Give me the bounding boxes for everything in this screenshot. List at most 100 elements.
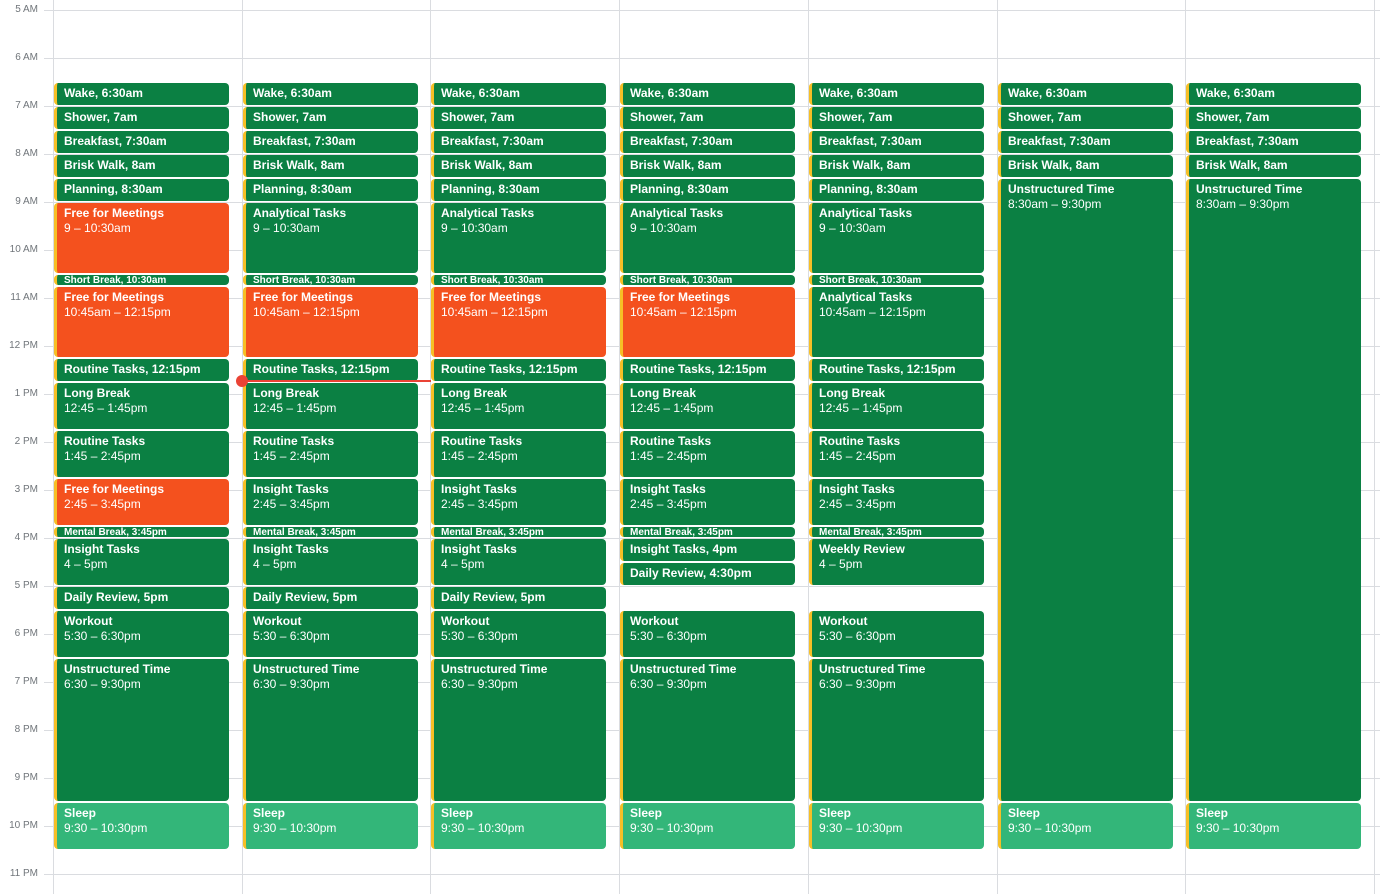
calendar-event[interactable]: Long Break 12:45 – 1:45pm	[431, 383, 606, 429]
calendar-event[interactable]: Mental Break, 3:45pm	[431, 527, 606, 537]
calendar-event[interactable]: Brisk Walk, 8am	[431, 155, 606, 177]
calendar-event[interactable]: Brisk Walk, 8am	[1186, 155, 1361, 177]
calendar-event[interactable]: Free for Meetings 9 – 10:30am	[54, 203, 229, 273]
calendar-event[interactable]: Routine Tasks 1:45 – 2:45pm	[431, 431, 606, 477]
calendar-event[interactable]: Insight Tasks 4 – 5pm	[431, 539, 606, 585]
calendar-event[interactable]: Brisk Walk, 8am	[620, 155, 795, 177]
calendar-event[interactable]: Routine Tasks, 12:15pm	[54, 359, 229, 381]
calendar-event[interactable]: Free for Meetings 10:45am – 12:15pm	[620, 287, 795, 357]
calendar-event[interactable]: Breakfast, 7:30am	[1186, 131, 1361, 153]
calendar-event[interactable]: Long Break 12:45 – 1:45pm	[620, 383, 795, 429]
calendar-event[interactable]: Wake, 6:30am	[1186, 83, 1361, 105]
calendar-event[interactable]: Mental Break, 3:45pm	[620, 527, 795, 537]
calendar-event[interactable]: Workout 5:30 – 6:30pm	[809, 611, 984, 657]
calendar-event[interactable]: Routine Tasks 1:45 – 2:45pm	[243, 431, 418, 477]
calendar-event[interactable]: Unstructured Time 8:30am – 9:30pm	[1186, 179, 1361, 801]
calendar-event[interactable]: Analytical Tasks 9 – 10:30am	[431, 203, 606, 273]
calendar-event[interactable]: Breakfast, 7:30am	[809, 131, 984, 153]
calendar-event[interactable]: Mental Break, 3:45pm	[809, 527, 984, 537]
calendar-event[interactable]: Insight Tasks 4 – 5pm	[243, 539, 418, 585]
calendar-event[interactable]: Daily Review, 5pm	[243, 587, 418, 609]
calendar-event[interactable]: Unstructured Time 6:30 – 9:30pm	[243, 659, 418, 801]
calendar-event[interactable]: Short Break, 10:30am	[431, 275, 606, 285]
calendar-event[interactable]: Brisk Walk, 8am	[998, 155, 1173, 177]
calendar-event[interactable]: Planning, 8:30am	[431, 179, 606, 201]
calendar-event[interactable]: Mental Break, 3:45pm	[243, 527, 418, 537]
calendar-event[interactable]: Insight Tasks 2:45 – 3:45pm	[809, 479, 984, 525]
calendar-event[interactable]: Shower, 7am	[243, 107, 418, 129]
calendar-event[interactable]: Unstructured Time 6:30 – 9:30pm	[431, 659, 606, 801]
calendar-event[interactable]: Shower, 7am	[54, 107, 229, 129]
calendar-event[interactable]: Sleep 9:30 – 10:30pm	[54, 803, 229, 849]
calendar-event[interactable]: Routine Tasks, 12:15pm	[809, 359, 984, 381]
calendar-event[interactable]: Wake, 6:30am	[54, 83, 229, 105]
calendar-event[interactable]: Brisk Walk, 8am	[243, 155, 418, 177]
calendar-event[interactable]: Breakfast, 7:30am	[54, 131, 229, 153]
calendar-event[interactable]: Long Break 12:45 – 1:45pm	[243, 383, 418, 429]
calendar-event[interactable]: Analytical Tasks 10:45am – 12:15pm	[809, 287, 984, 357]
calendar-event[interactable]: Brisk Walk, 8am	[809, 155, 984, 177]
calendar-event[interactable]: Analytical Tasks 9 – 10:30am	[243, 203, 418, 273]
calendar-event[interactable]: Shower, 7am	[998, 107, 1173, 129]
calendar-event[interactable]: Daily Review, 5pm	[431, 587, 606, 609]
calendar-event[interactable]: Workout 5:30 – 6:30pm	[431, 611, 606, 657]
calendar-event[interactable]: Routine Tasks 1:45 – 2:45pm	[54, 431, 229, 477]
calendar-event[interactable]: Sleep 9:30 – 10:30pm	[620, 803, 795, 849]
calendar-event[interactable]: Daily Review, 5pm	[54, 587, 229, 609]
calendar-event[interactable]: Routine Tasks 1:45 – 2:45pm	[620, 431, 795, 477]
calendar-event[interactable]: Unstructured Time 6:30 – 9:30pm	[54, 659, 229, 801]
calendar-event[interactable]: Free for Meetings 10:45am – 12:15pm	[431, 287, 606, 357]
calendar-event[interactable]: Mental Break, 3:45pm	[54, 527, 229, 537]
calendar-event[interactable]: Planning, 8:30am	[809, 179, 984, 201]
calendar-event[interactable]: Insight Tasks 2:45 – 3:45pm	[431, 479, 606, 525]
calendar-event[interactable]: Sleep 9:30 – 10:30pm	[998, 803, 1173, 849]
calendar-event[interactable]: Wake, 6:30am	[998, 83, 1173, 105]
calendar-event[interactable]: Long Break 12:45 – 1:45pm	[54, 383, 229, 429]
calendar-event[interactable]: Insight Tasks 4 – 5pm	[54, 539, 229, 585]
calendar-event[interactable]: Shower, 7am	[431, 107, 606, 129]
calendar-event[interactable]: Breakfast, 7:30am	[431, 131, 606, 153]
calendar-event[interactable]: Routine Tasks, 12:15pm	[620, 359, 795, 381]
calendar-event[interactable]: Short Break, 10:30am	[620, 275, 795, 285]
calendar-event[interactable]: Sleep 9:30 – 10:30pm	[431, 803, 606, 849]
calendar-event[interactable]: Sleep 9:30 – 10:30pm	[809, 803, 984, 849]
calendar-event[interactable]: Breakfast, 7:30am	[243, 131, 418, 153]
calendar-event[interactable]: Shower, 7am	[620, 107, 795, 129]
calendar-event[interactable]: Routine Tasks, 12:15pm	[431, 359, 606, 381]
calendar-event[interactable]: Free for Meetings 10:45am – 12:15pm	[243, 287, 418, 357]
calendar-event[interactable]: Long Break 12:45 – 1:45pm	[809, 383, 984, 429]
calendar-event[interactable]: Workout 5:30 – 6:30pm	[243, 611, 418, 657]
calendar-event[interactable]: Planning, 8:30am	[620, 179, 795, 201]
calendar-event[interactable]: Daily Review, 4:30pm	[620, 563, 795, 585]
calendar-event[interactable]: Unstructured Time 6:30 – 9:30pm	[620, 659, 795, 801]
calendar-event[interactable]: Insight Tasks, 4pm	[620, 539, 795, 561]
calendar-event[interactable]: Planning, 8:30am	[54, 179, 229, 201]
calendar-event[interactable]: Brisk Walk, 8am	[54, 155, 229, 177]
calendar-event[interactable]: Unstructured Time 6:30 – 9:30pm	[809, 659, 984, 801]
calendar-event[interactable]: Wake, 6:30am	[431, 83, 606, 105]
calendar-event[interactable]: Short Break, 10:30am	[809, 275, 984, 285]
calendar-event[interactable]: Workout 5:30 – 6:30pm	[620, 611, 795, 657]
calendar-event[interactable]: Weekly Review 4 – 5pm	[809, 539, 984, 585]
calendar-event[interactable]: Analytical Tasks 9 – 10:30am	[809, 203, 984, 273]
calendar-event[interactable]: Shower, 7am	[809, 107, 984, 129]
calendar-event[interactable]: Shower, 7am	[1186, 107, 1361, 129]
calendar-event[interactable]: Breakfast, 7:30am	[620, 131, 795, 153]
calendar-event[interactable]: Free for Meetings 10:45am – 12:15pm	[54, 287, 229, 357]
calendar-event[interactable]: Short Break, 10:30am	[54, 275, 229, 285]
calendar-event[interactable]: Sleep 9:30 – 10:30pm	[1186, 803, 1361, 849]
calendar-event[interactable]: Breakfast, 7:30am	[998, 131, 1173, 153]
calendar-event[interactable]: Planning, 8:30am	[243, 179, 418, 201]
calendar-event[interactable]: Routine Tasks, 12:15pm	[243, 359, 418, 381]
calendar-event[interactable]: Wake, 6:30am	[243, 83, 418, 105]
calendar-event[interactable]: Wake, 6:30am	[809, 83, 984, 105]
calendar-event[interactable]: Sleep 9:30 – 10:30pm	[243, 803, 418, 849]
calendar-event[interactable]: Insight Tasks 2:45 – 3:45pm	[243, 479, 418, 525]
calendar-event[interactable]: Free for Meetings 2:45 – 3:45pm	[54, 479, 229, 525]
calendar-event[interactable]: Wake, 6:30am	[620, 83, 795, 105]
calendar-event[interactable]: Workout 5:30 – 6:30pm	[54, 611, 229, 657]
calendar-event[interactable]: Short Break, 10:30am	[243, 275, 418, 285]
calendar-event[interactable]: Analytical Tasks 9 – 10:30am	[620, 203, 795, 273]
calendar-event[interactable]: Routine Tasks 1:45 – 2:45pm	[809, 431, 984, 477]
calendar-event[interactable]: Unstructured Time 8:30am – 9:30pm	[998, 179, 1173, 801]
